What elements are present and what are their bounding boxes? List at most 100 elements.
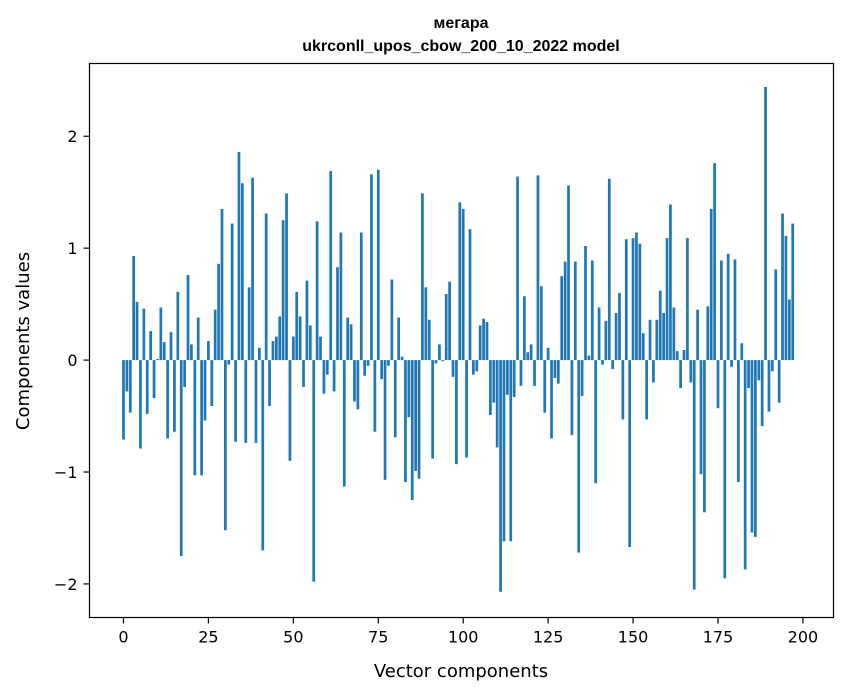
bar — [356, 360, 360, 410]
bar — [577, 360, 581, 553]
bar — [179, 360, 183, 556]
bar — [149, 330, 153, 361]
bar — [624, 239, 628, 361]
bar — [455, 360, 458, 465]
bar — [720, 260, 723, 361]
bar — [407, 360, 411, 418]
bar — [196, 317, 200, 361]
bar — [390, 279, 394, 361]
bar — [638, 243, 642, 361]
bar — [162, 342, 166, 361]
bar — [703, 360, 706, 513]
bar — [482, 318, 485, 361]
bar — [791, 223, 795, 361]
bar — [424, 287, 428, 361]
bar — [713, 163, 716, 361]
bar — [692, 360, 696, 590]
bar — [716, 360, 720, 409]
bar — [190, 344, 193, 361]
bar — [601, 360, 604, 365]
x-tick-label: 0 — [118, 628, 128, 647]
bar — [234, 360, 237, 442]
bar — [556, 360, 560, 384]
bar — [750, 360, 754, 533]
bar — [635, 232, 638, 361]
bar — [414, 360, 417, 471]
bar — [584, 245, 587, 361]
bar — [224, 360, 227, 531]
bar — [512, 360, 516, 398]
bar — [342, 360, 346, 487]
bar — [614, 313, 618, 361]
bar — [325, 360, 329, 375]
bar — [274, 336, 278, 361]
x-tick-label: 100 — [448, 628, 479, 647]
bar — [580, 360, 584, 396]
bar — [777, 360, 781, 403]
bar — [757, 360, 761, 381]
bar — [737, 360, 740, 483]
bar — [145, 360, 149, 414]
chart-subtitle: ukrconll_upos_cbow_200_10_2022 model — [302, 38, 619, 55]
bar — [699, 360, 703, 475]
bar — [621, 360, 625, 420]
bar — [573, 261, 577, 361]
bar — [730, 360, 733, 367]
bar — [628, 360, 632, 547]
bar — [383, 360, 387, 480]
bar — [363, 360, 367, 376]
bar — [784, 235, 788, 361]
bar — [166, 360, 169, 439]
bar — [152, 360, 156, 399]
bar — [682, 350, 686, 361]
bar — [315, 221, 319, 361]
bar — [128, 360, 132, 413]
bar — [451, 360, 455, 377]
bar — [770, 360, 774, 372]
bar — [438, 344, 441, 361]
y-axis-label: Components values — [13, 252, 34, 430]
bar — [186, 275, 190, 361]
bar — [353, 360, 356, 402]
x-axis-label: Vector components — [374, 661, 548, 682]
bar — [241, 183, 244, 361]
bar — [747, 360, 750, 389]
bar — [587, 355, 591, 361]
bar — [295, 291, 299, 361]
bar — [543, 360, 547, 413]
x-tick-label: 175 — [703, 628, 734, 647]
bar — [686, 238, 689, 361]
bar — [675, 351, 679, 361]
bar — [743, 360, 747, 570]
bar — [434, 360, 438, 364]
bar — [733, 259, 737, 361]
x-tick-label: 75 — [368, 628, 388, 647]
bar — [336, 267, 339, 361]
y-tick-label: 0 — [67, 351, 77, 370]
bar — [135, 301, 139, 361]
bar — [366, 360, 370, 366]
bar — [658, 290, 662, 361]
bar — [468, 229, 472, 361]
bar — [132, 256, 136, 361]
bar — [288, 360, 292, 461]
bar — [502, 360, 506, 542]
bar — [611, 360, 615, 370]
bar — [122, 360, 125, 440]
bar — [183, 360, 186, 387]
bar — [529, 344, 533, 361]
bar — [387, 360, 390, 366]
x-axis-ticks: 0 25 50 75 100 125 150 175 200 — [118, 617, 818, 647]
bar — [230, 223, 234, 361]
bar — [672, 307, 676, 361]
bar — [302, 360, 305, 387]
chart-title: мегара — [434, 15, 489, 32]
bar — [526, 352, 530, 361]
bar — [349, 324, 353, 361]
bar — [285, 193, 288, 361]
bar — [193, 360, 197, 476]
bar — [652, 360, 655, 383]
bar — [444, 294, 448, 361]
bar — [754, 360, 757, 537]
bar — [258, 347, 261, 361]
